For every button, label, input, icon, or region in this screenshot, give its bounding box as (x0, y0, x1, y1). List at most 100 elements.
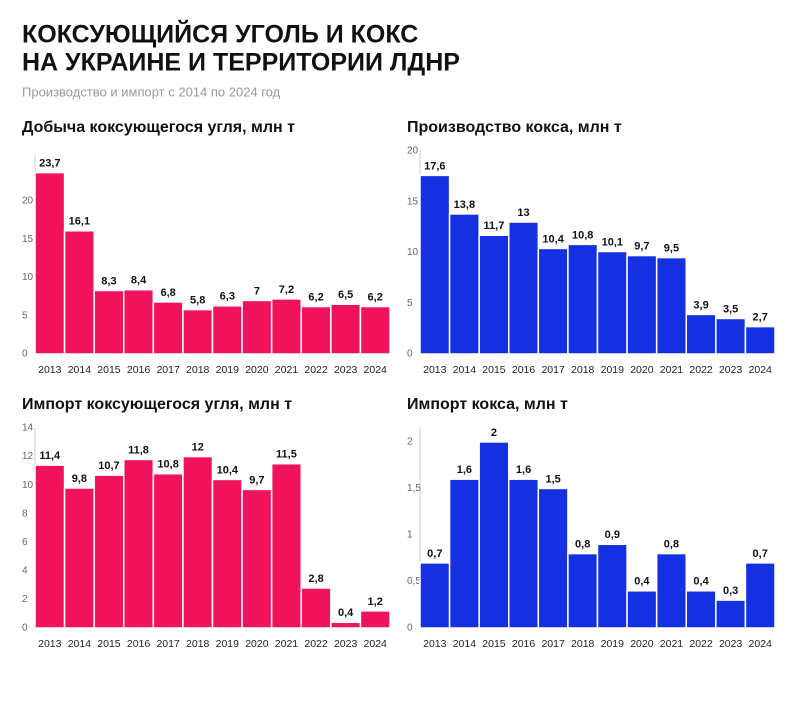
bar (123, 458, 155, 629)
bar (419, 174, 451, 355)
value-label: 23,7 (39, 158, 60, 170)
x-tick-label: 2019 (601, 638, 625, 650)
x-tick-label: 2023 (334, 364, 358, 376)
x-tick-label: 2013 (423, 364, 447, 376)
x-tick-label: 2014 (453, 364, 477, 376)
value-label: 11,7 (484, 220, 505, 232)
bar (93, 474, 125, 629)
x-tick-label: 2020 (245, 364, 269, 376)
bar (330, 303, 362, 355)
x-tick-label: 2015 (482, 364, 506, 376)
y-tick-label: 20 (22, 196, 34, 207)
value-label: 0,9 (605, 529, 620, 541)
bar (685, 590, 717, 629)
value-label: 6,2 (308, 291, 323, 303)
x-tick-label: 2013 (423, 638, 447, 650)
x-tick-label: 2014 (68, 364, 92, 376)
y-tick-label: 14 (22, 423, 34, 434)
value-label: 0,8 (575, 538, 590, 550)
value-label: 2,8 (308, 573, 323, 585)
x-tick-label: 2016 (127, 638, 151, 650)
value-label: 9,7 (249, 474, 264, 486)
bar (211, 305, 243, 355)
x-tick-label: 2016 (512, 638, 536, 650)
x-tick-label: 2015 (97, 364, 121, 376)
value-label: 10,8 (572, 229, 593, 241)
bar (270, 462, 302, 629)
x-tick-label: 2016 (127, 364, 151, 376)
value-label: 8,4 (131, 275, 147, 287)
x-tick-label: 2013 (38, 638, 62, 650)
value-label: 10,4 (217, 464, 239, 476)
bar (478, 234, 510, 355)
value-label: 9,8 (72, 473, 87, 485)
y-tick-label: 10 (22, 480, 34, 491)
bar (300, 305, 332, 355)
value-label: 9,5 (664, 242, 679, 254)
x-tick-label: 2024 (364, 364, 388, 376)
value-label: 10,7 (98, 460, 119, 472)
bar (241, 299, 273, 355)
bar (626, 254, 658, 355)
value-label: 13 (517, 207, 529, 219)
y-tick-label: 5 (407, 298, 413, 309)
x-tick-label: 2017 (156, 638, 180, 650)
chart-title: Добыча коксующегося угля, млн т (22, 119, 295, 136)
x-tick-label: 2021 (275, 364, 299, 376)
bar (508, 478, 540, 629)
bar (655, 256, 688, 355)
value-label: 9,7 (634, 240, 649, 252)
value-label: 10,1 (602, 236, 623, 248)
x-tick-label: 2021 (275, 638, 299, 650)
value-label: 12 (192, 441, 204, 453)
bar (330, 621, 362, 629)
x-tick-label: 2015 (482, 638, 506, 650)
bar (93, 289, 125, 355)
x-tick-label: 2023 (719, 364, 743, 376)
value-label: 6,3 (220, 291, 235, 303)
value-label: 0,4 (338, 607, 354, 619)
y-tick-label: 8 (22, 508, 28, 519)
y-tick-label: 5 (22, 310, 28, 321)
x-tick-label: 2020 (630, 364, 654, 376)
value-label: 11,8 (128, 444, 149, 456)
title-line: КОКСУЮЩИЙСЯ УГОЛЬ И КОКС (22, 19, 418, 49)
bar (715, 317, 747, 355)
value-label: 0,7 (427, 548, 442, 560)
value-label: 0,4 (693, 576, 709, 588)
x-tick-label: 2021 (660, 364, 684, 376)
bar (300, 587, 332, 629)
bar (685, 313, 717, 355)
x-tick-label: 2019 (601, 364, 625, 376)
bar (567, 243, 599, 355)
bar (63, 230, 95, 355)
x-tick-label: 2013 (38, 364, 62, 376)
bar (34, 171, 66, 355)
value-label: 11,5 (276, 449, 297, 461)
x-tick-label: 2022 (304, 364, 328, 376)
bar (152, 472, 184, 629)
x-tick-label: 2024 (749, 638, 773, 650)
x-tick-label: 2014 (453, 638, 477, 650)
y-tick-label: 0 (22, 349, 28, 360)
chart-title: Производство кокса, млн т (407, 119, 622, 136)
x-tick-label: 2015 (97, 638, 121, 650)
value-label: 0,4 (634, 576, 650, 588)
bar (241, 488, 273, 629)
value-label: 1,6 (516, 464, 531, 476)
value-label: 10,4 (542, 233, 564, 245)
value-label: 7,2 (279, 284, 294, 296)
value-label: 13,8 (454, 199, 475, 211)
x-tick-label: 2017 (156, 364, 180, 376)
x-tick-label: 2016 (512, 364, 536, 376)
value-label: 1,6 (457, 464, 472, 476)
value-label: 0,8 (664, 538, 679, 550)
bar (152, 301, 184, 355)
bar (123, 288, 155, 355)
x-tick-label: 2023 (719, 638, 743, 650)
bar (715, 599, 747, 629)
y-tick-label: 0 (22, 623, 28, 634)
x-tick-label: 2018 (571, 638, 595, 650)
value-label: 6,2 (368, 291, 383, 303)
